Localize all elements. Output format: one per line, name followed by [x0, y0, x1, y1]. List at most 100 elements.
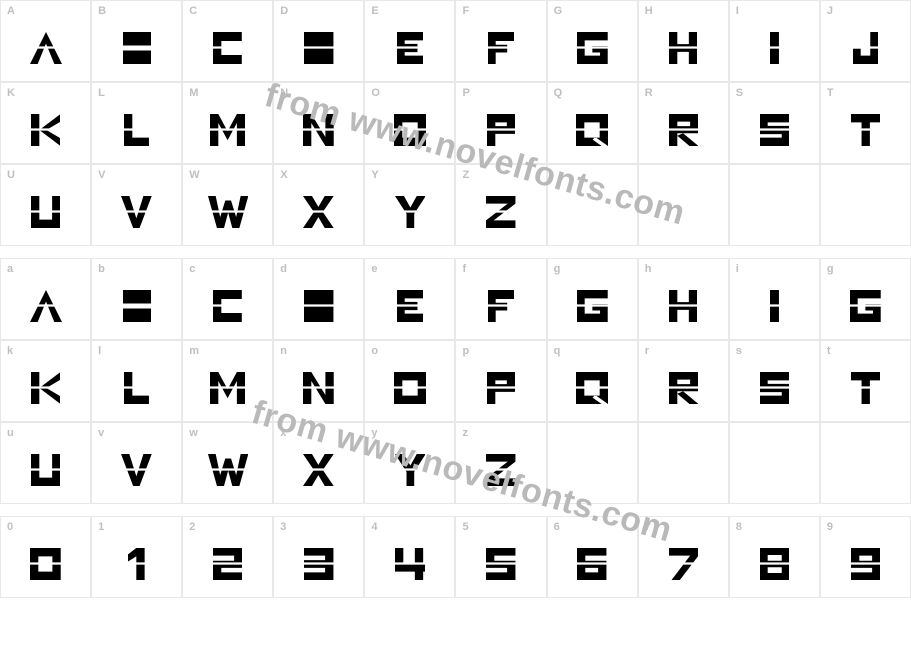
cell-label: H [645, 5, 653, 17]
cell-label: X [280, 169, 287, 181]
glyph-cell-empty [729, 422, 820, 504]
cell-label: Z [462, 169, 469, 181]
glyph-R [639, 372, 728, 409]
cell-label: Y [371, 169, 378, 181]
cell-label: h [645, 263, 652, 275]
cell-label: 3 [280, 521, 286, 533]
cell-label: W [189, 169, 199, 181]
cell-label: y [371, 427, 377, 439]
glyph-W [183, 454, 272, 491]
glyph-8 [730, 548, 819, 585]
glyph-cell-6: 6 [547, 516, 638, 598]
glyph-I [730, 32, 819, 69]
glyph-cell-y: y [364, 422, 455, 504]
glyph-cell-v: v [91, 422, 182, 504]
glyph-cell-f: f [455, 258, 546, 340]
glyph-cell-r: r [638, 340, 729, 422]
cell-label: D [280, 5, 288, 17]
cell-label: L [98, 87, 105, 99]
glyph-N [274, 114, 363, 151]
cell-label: d [280, 263, 287, 275]
glyph-V [92, 454, 181, 491]
glyph-O [365, 372, 454, 409]
glyph-X [274, 454, 363, 491]
glyph-row: k l m n [0, 340, 911, 422]
glyph-cell-s: s [729, 340, 820, 422]
glyph-D [274, 32, 363, 69]
glyph-cell-g: g [820, 258, 911, 340]
cell-label: g [554, 263, 561, 275]
glyph-cell-e: e [364, 258, 455, 340]
glyph-K [1, 114, 90, 151]
glyph-cell-E: E [364, 0, 455, 82]
glyph-row: 0 1 2 3 [0, 516, 911, 598]
glyph-cell-5: 5 [455, 516, 546, 598]
cell-label: K [7, 87, 15, 99]
glyph-cell-I: I [729, 0, 820, 82]
cell-label: 2 [189, 521, 195, 533]
glyph-U [1, 196, 90, 233]
glyph-0 [1, 548, 90, 585]
cell-label: 9 [827, 521, 833, 533]
row-spacer [0, 504, 911, 516]
glyph-7 [639, 548, 728, 585]
glyph-Q [548, 372, 637, 409]
glyph-row: u v w x [0, 422, 911, 504]
cell-label: g [827, 263, 834, 275]
glyph-cell-q: q [547, 340, 638, 422]
glyph-L [92, 372, 181, 409]
glyph-cell-S: S [729, 82, 820, 164]
cell-label: C [189, 5, 197, 17]
glyph-cell-empty [638, 422, 729, 504]
glyph-R [639, 114, 728, 151]
glyph-B [92, 32, 181, 69]
glyph-cell-0: 0 [0, 516, 91, 598]
glyph-cell-F: F [455, 0, 546, 82]
cell-label: 8 [736, 521, 742, 533]
cell-label: U [7, 169, 15, 181]
glyph-cell-Y: Y [364, 164, 455, 246]
glyph-Z [456, 454, 545, 491]
glyph-T [821, 372, 910, 409]
cell-label: B [98, 5, 106, 17]
font-charmap: A B C D [0, 0, 911, 598]
glyph-cell-i: i [729, 258, 820, 340]
glyph-cell-d: d [273, 258, 364, 340]
glyph-6 [548, 548, 637, 585]
glyph-cell-P: P [455, 82, 546, 164]
glyph-cell-m: m [182, 340, 273, 422]
glyph-cell-L: L [91, 82, 182, 164]
cell-label: E [371, 5, 378, 17]
glyph-E [365, 32, 454, 69]
cell-label: x [280, 427, 286, 439]
glyph-cell-c: c [182, 258, 273, 340]
glyph-V [92, 196, 181, 233]
cell-label: e [371, 263, 377, 275]
glyph-cell-a: a [0, 258, 91, 340]
cell-label: k [7, 345, 13, 357]
cell-label: G [554, 5, 563, 17]
glyph-cell-z: z [455, 422, 546, 504]
cell-label: w [189, 427, 198, 439]
cell-label: V [98, 169, 105, 181]
cell-label: 6 [554, 521, 560, 533]
cell-label: Q [554, 87, 563, 99]
cell-label: A [7, 5, 15, 17]
glyph-row: K L M N [0, 82, 911, 164]
glyph-cell-T: T [820, 82, 911, 164]
glyph-cell-V: V [91, 164, 182, 246]
cell-label: S [736, 87, 743, 99]
cell-label: R [645, 87, 653, 99]
glyph-cell-empty [638, 164, 729, 246]
glyph-cell-2: 2 [182, 516, 273, 598]
glyph-F [456, 290, 545, 327]
glyph-E [365, 290, 454, 327]
cell-label: F [462, 5, 469, 17]
glyph-cell-8: 8 [729, 516, 820, 598]
glyph-cell-R: R [638, 82, 729, 164]
glyph-cell-C: C [182, 0, 273, 82]
glyph-H [639, 32, 728, 69]
glyph-cell-G: G [547, 0, 638, 82]
glyph-cell-empty [820, 422, 911, 504]
glyph-cell-A: A [0, 0, 91, 82]
